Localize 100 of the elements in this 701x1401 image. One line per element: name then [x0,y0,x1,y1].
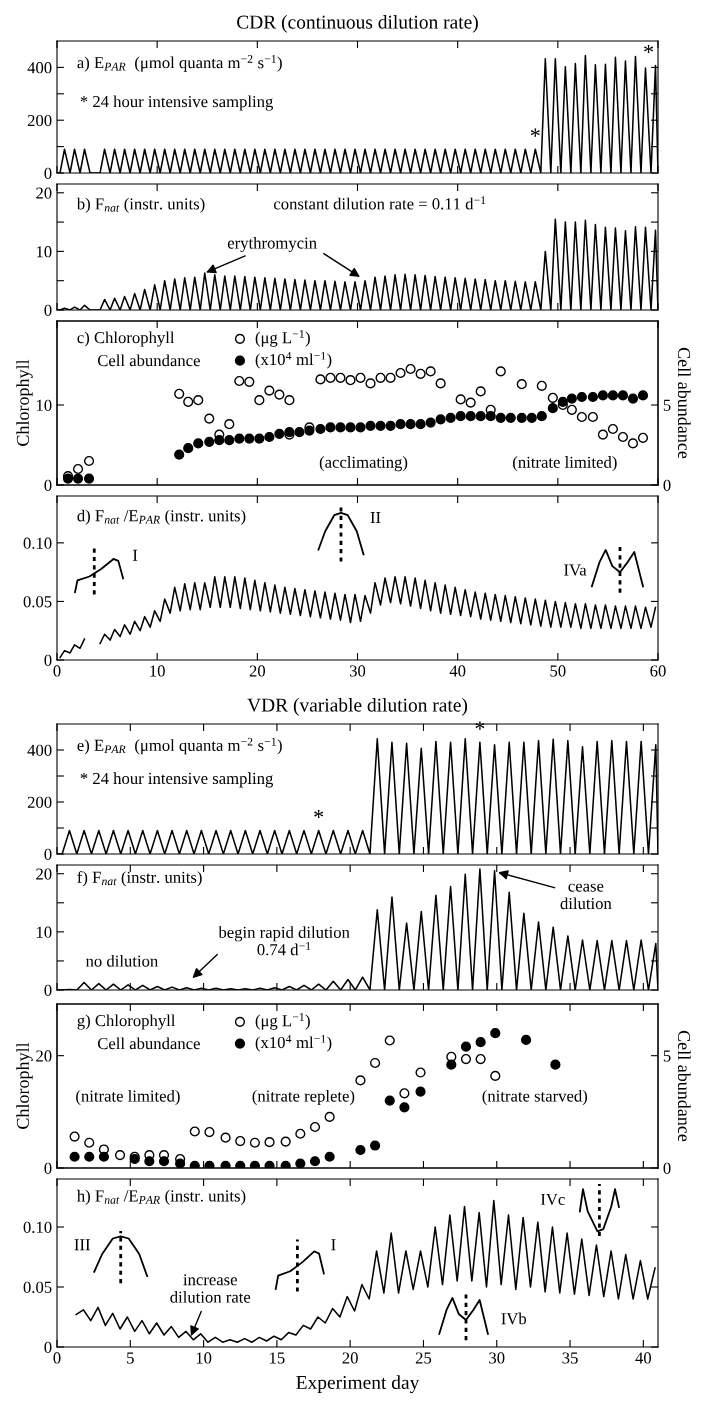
point [385,420,396,431]
y-tick-label: 0.05 [23,1281,52,1294]
point [280,1136,291,1147]
y-tick-label: 0 [44,1162,52,1174]
point [204,413,215,424]
x-tick-label: 25 [415,1352,432,1364]
y-tick-label: 0.10 [23,537,52,549]
point [365,378,376,389]
annotation: * [644,44,654,54]
y-axis-title: Chlorophyll [16,359,33,446]
x-tick-label: 15 [270,1352,285,1364]
point [220,1160,231,1168]
annotation: * 24 hour intensive sampling [80,95,274,111]
point [399,1102,410,1113]
point [475,386,486,397]
point [597,429,608,440]
point [536,380,547,391]
point [455,394,466,405]
y-tick-label: 200 [27,796,52,808]
y-tick-label: 20 [36,187,52,199]
point [516,412,527,423]
point [254,433,265,444]
point [189,1160,200,1168]
x-tick-label: 30 [349,665,366,677]
annotation: cease dilution [560,883,612,910]
y2-axis-title: Cell abundance [677,1030,691,1142]
point [355,1144,366,1156]
point [355,372,366,383]
point [425,417,436,428]
annotation: a) E$_{PAR}$ (μmol quanta m$^{−2}$ s$^{−1}$) [77,55,282,72]
point [280,1160,291,1168]
point [274,428,285,439]
point [264,1137,275,1148]
y2-tick-label: 0 [663,1162,671,1174]
point [264,1160,275,1168]
point [617,390,629,401]
y-tick-label: 10 [36,926,52,938]
annotation: * 24 hour intensive sampling [80,772,274,788]
y-tick-label: 400 [27,62,52,74]
point [415,1086,426,1097]
legend-label: (x10$^{4}$ ml$^{−1}$) [255,351,332,369]
x-tick-label: 20 [249,665,266,677]
annotation: (nitrate replete) [252,1089,355,1106]
point [249,1137,260,1148]
y-tick-label: 0 [44,479,52,491]
annotation: h) F$_{nat}$ /E$_{PAR}$ (instr. units) [77,1189,246,1205]
point [72,463,84,475]
point [627,438,639,449]
annotation: IVb [501,1312,527,1325]
point [405,419,416,430]
point [617,431,629,443]
point [324,1111,335,1122]
point [435,414,446,425]
annotation: (nitrate starved) [482,1089,588,1106]
point [72,473,84,484]
point [204,1126,215,1138]
annotation: IVc [540,1193,565,1206]
point [234,375,245,387]
y2-tick-label: 5 [663,1050,671,1062]
point [460,1053,472,1065]
annotation: (nitrate limited) [513,456,617,472]
point [309,1156,321,1167]
point [98,1151,109,1162]
point [465,411,476,422]
x-tick-label: 35 [562,1352,578,1364]
y2-tick-label: 5 [663,399,671,411]
annotation: e) E$_{PAR}$ (μmol quanta m$^{−2}$ s$^{−1}$) [77,737,282,755]
point [490,1028,501,1039]
point [505,412,516,423]
point [637,432,649,443]
point [547,403,558,414]
annotation: erythromycin [227,236,317,253]
point [234,433,245,444]
point [607,390,619,401]
annotation: no dilution [85,954,158,967]
annotation: increase dilution rate [170,1274,251,1303]
point [114,1149,126,1161]
annotation: f) F$_{nat}$ (instr. units) [77,871,202,887]
y-tick-label: 0 [44,984,52,996]
point [370,1140,381,1151]
point [370,1057,381,1069]
point [295,1158,306,1168]
point [174,449,185,460]
annotation: * [530,128,540,137]
x-tick-label: 60 [650,665,666,677]
y-tick-label: 0 [44,654,52,666]
point [485,411,496,422]
point [435,378,446,389]
y-tick-label: 10 [36,399,52,411]
point [189,1126,200,1137]
point [254,395,265,406]
point [175,1158,186,1168]
legend-label: (x10$^{4}$ ml$^{−1}$) [255,1034,332,1052]
annotation: d) F$_{nat}$ /E$_{PAR}$ (instr. units) [77,509,246,525]
point [425,366,436,377]
annotation: II [370,512,381,523]
point [576,391,587,403]
point [158,1156,170,1167]
y-tick-label: 0 [44,1341,52,1353]
annotation: I [331,1239,336,1251]
